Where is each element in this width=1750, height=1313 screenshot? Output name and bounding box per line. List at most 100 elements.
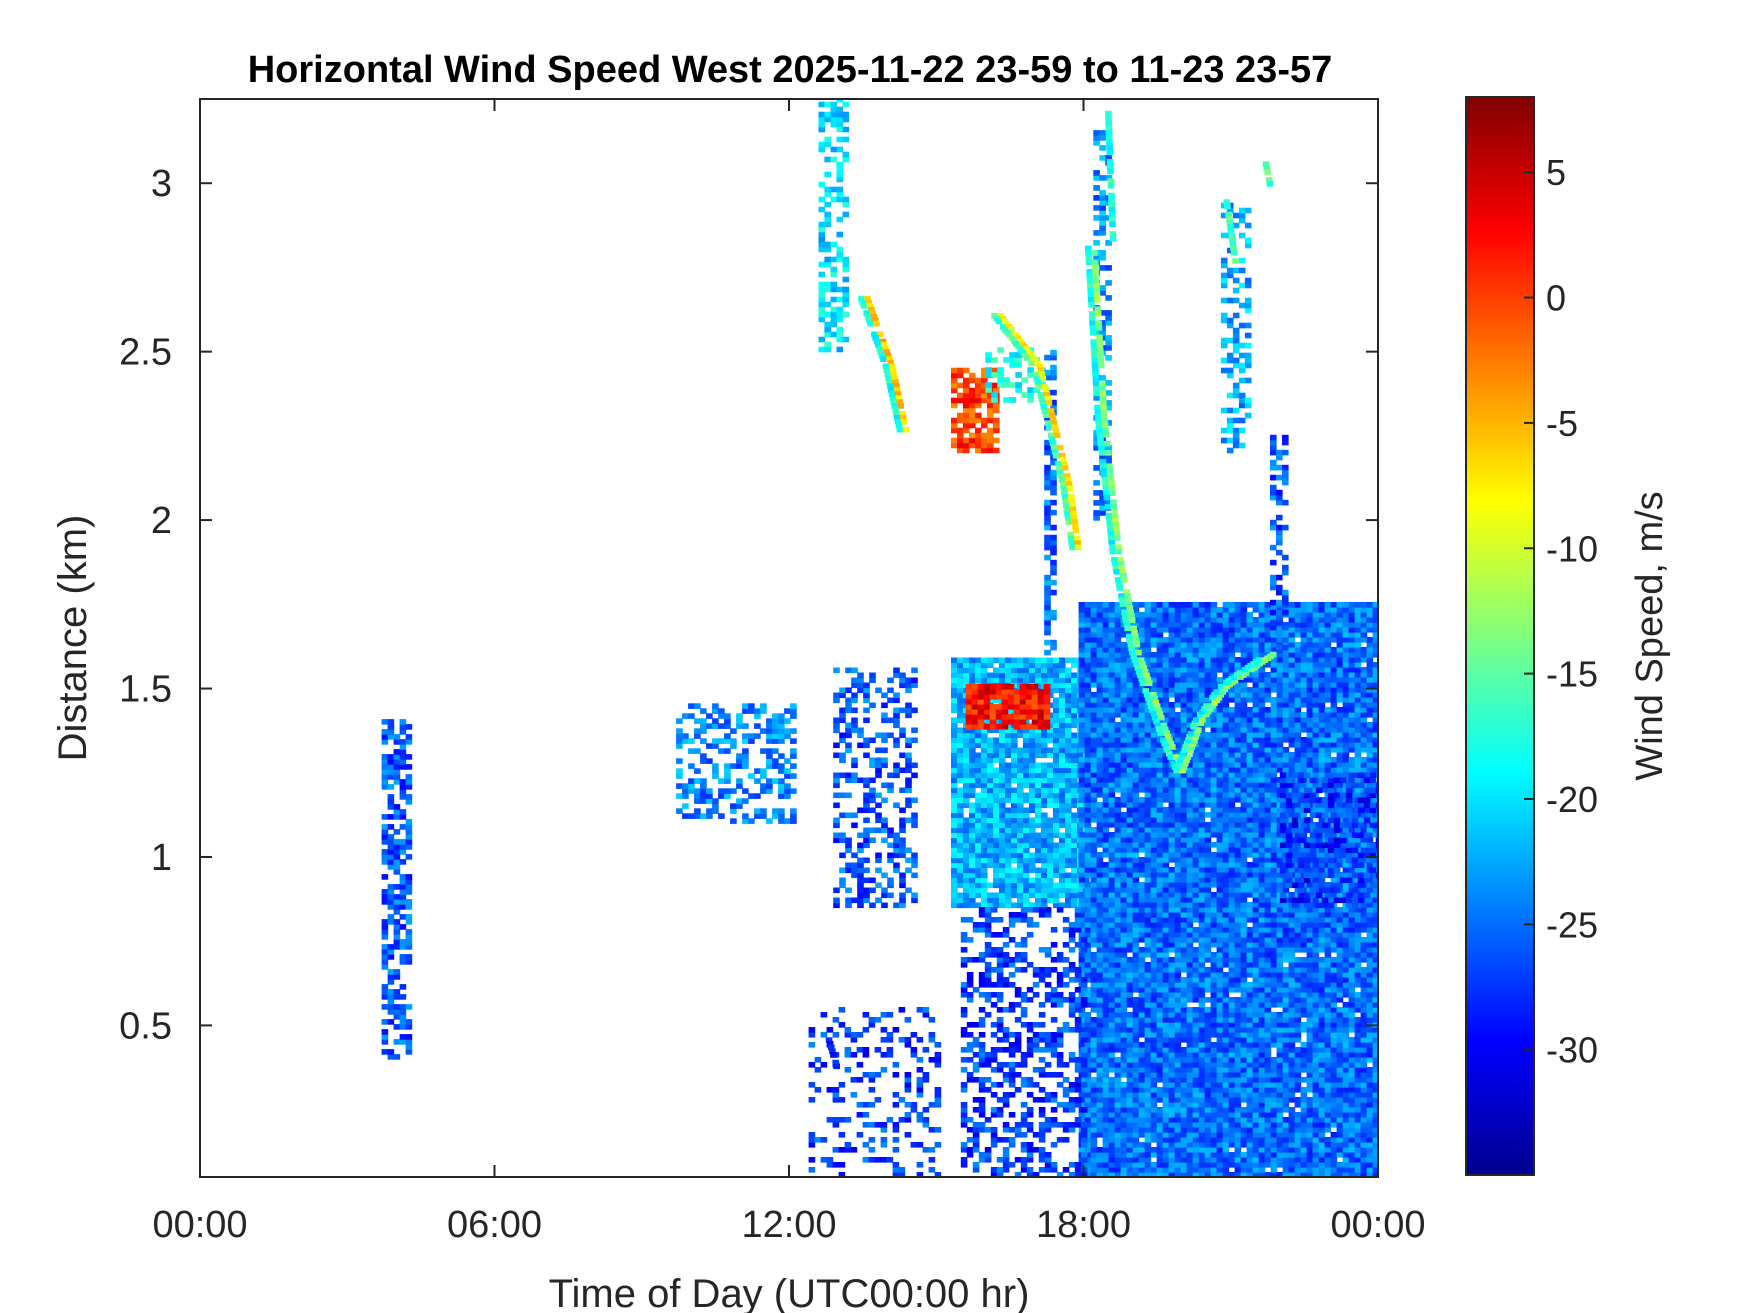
heatmap-cell bbox=[1234, 1057, 1242, 1063]
heatmap-cell bbox=[1210, 882, 1218, 888]
heatmap-cell bbox=[399, 814, 407, 820]
heatmap-cell bbox=[887, 892, 894, 899]
heatmap-cell bbox=[1180, 932, 1188, 938]
heatmap-cell bbox=[1186, 1117, 1194, 1123]
heatmap-cell bbox=[963, 897, 970, 904]
heatmap-cell bbox=[1090, 952, 1098, 958]
heatmap-cell bbox=[1150, 1152, 1158, 1158]
heatmap-cell bbox=[1216, 747, 1224, 753]
heatmap-cell bbox=[1078, 662, 1086, 668]
heatmap-cell bbox=[405, 899, 413, 905]
heatmap-cell bbox=[1102, 757, 1110, 763]
heatmap-cell bbox=[989, 684, 997, 690]
heatmap-cell bbox=[1150, 1042, 1158, 1048]
heatmap-cell bbox=[1150, 687, 1158, 693]
heatmap-cell bbox=[1019, 694, 1027, 700]
heatmap-cell bbox=[1023, 752, 1030, 759]
heatmap-cell bbox=[1150, 1012, 1158, 1018]
heatmap-cell bbox=[381, 919, 389, 925]
heatmap-cell bbox=[1126, 737, 1134, 743]
heatmap-cell bbox=[1017, 812, 1024, 819]
heatmap-cell bbox=[748, 818, 755, 824]
heatmap-cell bbox=[1059, 822, 1066, 829]
heatmap-cell bbox=[963, 657, 970, 664]
heatmap-cell bbox=[1198, 607, 1206, 613]
heatmap-cell bbox=[857, 887, 864, 894]
heatmap-cell bbox=[1102, 852, 1110, 858]
heatmap-cell bbox=[1162, 822, 1170, 828]
heatmap-cell bbox=[1031, 719, 1039, 725]
heatmap-cell bbox=[1210, 1047, 1218, 1053]
heatmap-cell bbox=[893, 772, 900, 779]
heatmap-cell bbox=[1156, 927, 1164, 933]
heatmap-cell bbox=[1059, 717, 1066, 724]
heatmap-cell bbox=[1102, 927, 1110, 933]
heatmap-cell bbox=[1210, 807, 1218, 813]
heatmap-cell bbox=[399, 784, 407, 790]
heatmap-cell bbox=[393, 929, 401, 935]
heatmap-cell bbox=[1078, 892, 1086, 898]
heatmap-cell bbox=[1078, 912, 1086, 918]
heatmap-cell bbox=[712, 738, 719, 744]
heatmap-cell bbox=[1090, 707, 1098, 713]
heatmap-cell bbox=[1240, 952, 1248, 958]
heatmap-cell bbox=[1210, 612, 1218, 618]
heatmap-cell bbox=[1162, 1017, 1170, 1023]
heatmap-cell bbox=[1053, 787, 1060, 794]
heatmap-cell bbox=[893, 852, 900, 859]
heatmap-cell bbox=[1108, 782, 1116, 788]
heatmap-cell bbox=[1114, 1077, 1122, 1083]
heatmap-cell bbox=[851, 682, 858, 689]
heatmap-cell bbox=[399, 884, 407, 890]
heatmap-cell bbox=[1198, 732, 1206, 738]
heatmap-cell bbox=[1162, 862, 1170, 868]
heatmap-cell bbox=[1084, 857, 1092, 863]
heatmap-cell bbox=[983, 684, 991, 690]
heatmap-cell bbox=[1192, 1017, 1200, 1023]
heatmap-cell bbox=[1053, 892, 1060, 899]
heatmap-cell bbox=[1150, 897, 1158, 903]
heatmap-cell bbox=[981, 732, 988, 739]
heatmap-cell bbox=[993, 867, 1000, 874]
heatmap-cell bbox=[1090, 877, 1098, 883]
heatmap-cell bbox=[987, 677, 994, 684]
heatmap-cell bbox=[1120, 952, 1128, 958]
heatmap-cell bbox=[1216, 1107, 1224, 1113]
heatmap-cell bbox=[1162, 827, 1170, 833]
heatmap-cell bbox=[730, 763, 737, 769]
heatmap-cell bbox=[1017, 727, 1024, 734]
heatmap-cell bbox=[405, 904, 413, 910]
heatmap-cell bbox=[1120, 647, 1128, 653]
heatmap-cell bbox=[911, 762, 918, 769]
heatmap-cell bbox=[1240, 902, 1248, 908]
heatmap-cell bbox=[957, 657, 964, 664]
heatmap-cell bbox=[1192, 947, 1200, 953]
heatmap-cell bbox=[381, 934, 389, 940]
heatmap-cell bbox=[1222, 1047, 1230, 1053]
heatmap-cell bbox=[851, 667, 858, 674]
heatmap-cell bbox=[1168, 712, 1176, 718]
heatmap-cell bbox=[1216, 767, 1224, 773]
heatmap-cell bbox=[839, 852, 846, 859]
heatmap-cell bbox=[387, 889, 395, 895]
heatmap-cell bbox=[833, 692, 840, 699]
heatmap-cell bbox=[1071, 662, 1078, 669]
heatmap-cell bbox=[1150, 862, 1158, 868]
heatmap-cell bbox=[1240, 882, 1248, 888]
heatmap-cell bbox=[1228, 687, 1236, 693]
heatmap-cell bbox=[1180, 817, 1188, 823]
heatmap-cell bbox=[1102, 967, 1110, 973]
heatmap-cell bbox=[1114, 827, 1122, 833]
heatmap-cell bbox=[899, 767, 906, 774]
heatmap-cell bbox=[1114, 697, 1122, 703]
heatmap-cell bbox=[766, 788, 773, 794]
heatmap-cell bbox=[1096, 772, 1104, 778]
heatmap-cell bbox=[393, 764, 401, 770]
heatmap-cell bbox=[957, 842, 964, 849]
heatmap-cell bbox=[405, 764, 413, 770]
heatmap-cell bbox=[1029, 877, 1036, 884]
heatmap-cell bbox=[1144, 857, 1152, 863]
heatmap-cell bbox=[1144, 722, 1152, 728]
heatmap-cell bbox=[1150, 902, 1158, 908]
heatmap-cell bbox=[1096, 832, 1104, 838]
